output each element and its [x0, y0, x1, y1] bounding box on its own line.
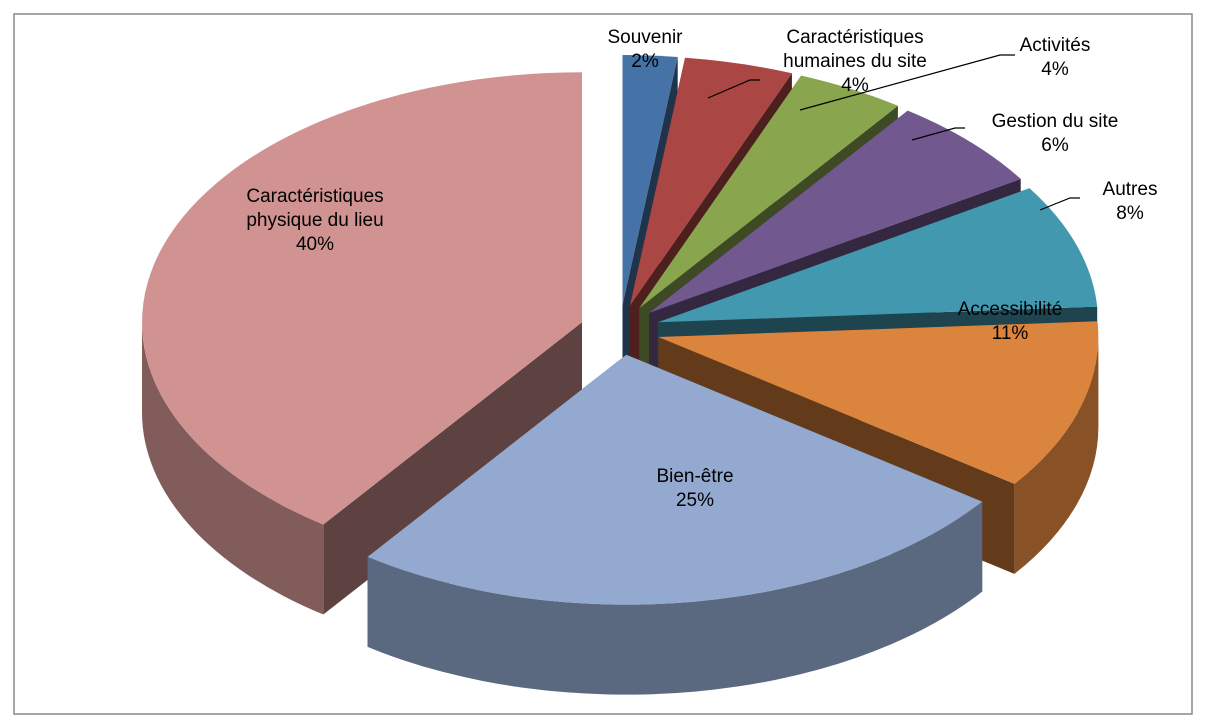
data-label: Autres 8%	[1080, 178, 1180, 226]
leader-line	[911, 127, 965, 141]
slice-wall	[142, 322, 324, 615]
category-label: Caractéristiques physique du lieu	[246, 186, 384, 231]
data-label: Souvenir 2%	[585, 26, 705, 74]
data-label: Accessibilité 11%	[925, 298, 1095, 346]
category-label: Activités	[1019, 35, 1091, 56]
value-label: 25%	[675, 490, 715, 511]
slice	[649, 110, 1021, 313]
data-label: Gestion du site 6%	[970, 110, 1140, 158]
leader-lines	[707, 54, 1080, 211]
slice	[629, 57, 792, 306]
category-label: Souvenir	[607, 27, 683, 48]
data-label: Activités 4%	[995, 34, 1115, 82]
slices	[142, 55, 1099, 695]
leader-line	[1039, 197, 1080, 211]
slice-wall	[367, 501, 983, 695]
data-label: Bien-être 25%	[620, 465, 770, 513]
leader-line	[707, 79, 760, 99]
category-label: Gestion du site	[991, 111, 1119, 132]
category-label: Autres	[1102, 179, 1158, 200]
value-label: 2%	[631, 51, 659, 72]
data-label: Caractéristiques physique du lieu 40%	[215, 185, 415, 257]
slice	[367, 354, 983, 605]
slice	[639, 75, 898, 309]
slice-wall	[1014, 337, 1099, 574]
category-label: Caractéristiques humaines du site	[783, 27, 927, 72]
slice	[658, 321, 1099, 484]
slice	[658, 188, 1098, 323]
value-label: 4%	[841, 75, 869, 96]
slice	[622, 55, 678, 305]
value-label: 8%	[1116, 203, 1144, 224]
slice	[142, 72, 582, 525]
value-label: 4%	[1041, 59, 1069, 80]
leader-line	[799, 54, 1015, 111]
value-label: 40%	[295, 234, 335, 255]
data-label: Caractéristiques humaines du site 4%	[768, 26, 943, 98]
category-label: Accessibilité	[957, 299, 1063, 320]
category-label: Bien-être	[656, 466, 734, 487]
value-label: 6%	[1041, 135, 1069, 156]
value-label: 11%	[991, 323, 1029, 344]
